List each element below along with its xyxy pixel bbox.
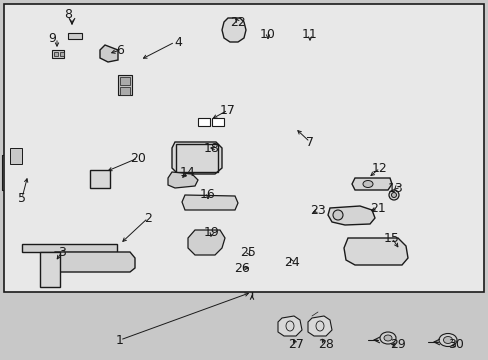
Polygon shape <box>168 172 198 188</box>
Bar <box>10 148 22 164</box>
Text: 20: 20 <box>130 152 145 165</box>
Text: 22: 22 <box>230 15 245 28</box>
Polygon shape <box>100 45 118 62</box>
Text: 1: 1 <box>116 333 123 346</box>
Ellipse shape <box>391 193 396 198</box>
Text: 25: 25 <box>240 246 255 258</box>
Ellipse shape <box>379 332 395 344</box>
Text: 29: 29 <box>389 338 405 351</box>
Bar <box>52 50 64 58</box>
Text: 11: 11 <box>302 28 317 41</box>
Text: 10: 10 <box>260 28 275 41</box>
Text: 4: 4 <box>174 36 182 49</box>
Bar <box>120 77 130 85</box>
Text: 17: 17 <box>220 104 235 117</box>
Text: 5: 5 <box>18 192 26 204</box>
Text: 12: 12 <box>371 162 387 175</box>
Polygon shape <box>102 52 142 182</box>
Polygon shape <box>343 238 407 265</box>
Bar <box>60 52 64 56</box>
Polygon shape <box>18 198 118 244</box>
Polygon shape <box>222 18 245 42</box>
Polygon shape <box>278 316 302 336</box>
Text: 26: 26 <box>234 261 249 274</box>
Text: 19: 19 <box>203 225 220 238</box>
Text: 9: 9 <box>48 31 56 45</box>
Text: 24: 24 <box>284 256 299 269</box>
Polygon shape <box>182 195 238 210</box>
Bar <box>4 4 483 292</box>
Ellipse shape <box>383 335 391 341</box>
Ellipse shape <box>362 180 372 188</box>
Polygon shape <box>40 48 115 185</box>
Text: 21: 21 <box>369 202 385 215</box>
Polygon shape <box>58 28 92 55</box>
Polygon shape <box>307 316 331 336</box>
Bar <box>40 252 60 287</box>
Polygon shape <box>52 252 135 272</box>
Ellipse shape <box>443 337 451 343</box>
Text: 2: 2 <box>144 211 152 225</box>
Text: 3: 3 <box>58 246 66 258</box>
Text: 14: 14 <box>180 166 196 179</box>
Bar <box>118 75 132 95</box>
Text: 30: 30 <box>447 338 463 351</box>
Bar <box>212 118 224 126</box>
Bar <box>90 170 110 188</box>
Polygon shape <box>327 206 374 225</box>
Ellipse shape <box>332 210 342 220</box>
Polygon shape <box>187 230 224 255</box>
Text: 8: 8 <box>64 9 72 22</box>
Text: 28: 28 <box>317 338 333 351</box>
Polygon shape <box>172 142 222 174</box>
Bar <box>22 244 117 252</box>
Text: 18: 18 <box>203 141 220 154</box>
Bar <box>54 52 58 56</box>
Ellipse shape <box>388 190 398 200</box>
Text: 15: 15 <box>383 231 399 244</box>
Text: 27: 27 <box>287 338 304 351</box>
Ellipse shape <box>438 333 456 346</box>
Bar <box>176 144 218 172</box>
Bar <box>68 33 82 39</box>
Text: 23: 23 <box>309 203 325 216</box>
Text: 13: 13 <box>387 181 403 194</box>
Text: 7: 7 <box>305 135 313 148</box>
Polygon shape <box>351 178 391 190</box>
Bar <box>120 87 130 95</box>
Text: 16: 16 <box>200 189 215 202</box>
Bar <box>198 118 209 126</box>
Polygon shape <box>6 130 30 178</box>
Text: 6: 6 <box>116 44 123 57</box>
